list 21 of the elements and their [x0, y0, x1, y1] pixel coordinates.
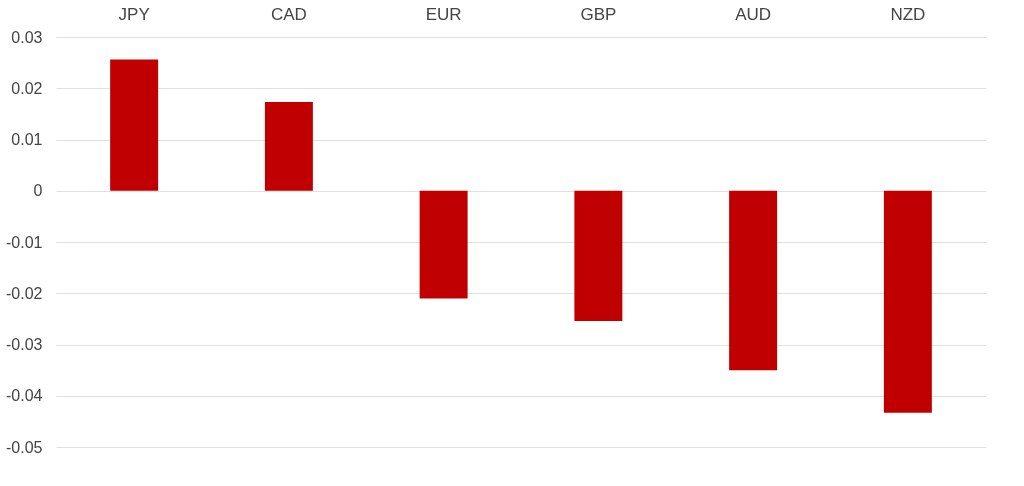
x-tick-label: EUR — [425, 4, 462, 24]
bar — [574, 190, 623, 321]
x-tick-label: AUD — [735, 4, 772, 24]
x-tick-label: JPY — [118, 4, 150, 24]
y-tick-label: -0.05 — [6, 438, 43, 456]
x-tick-label: CAD — [270, 4, 307, 24]
bar — [419, 190, 468, 299]
y-tick-label: 0.02 — [11, 79, 43, 97]
y-tick-label: -0.03 — [6, 336, 43, 353]
y-tick-label: 0 — [33, 182, 43, 200]
x-tick-label: GBP — [580, 4, 617, 24]
bar — [264, 102, 313, 191]
y-tick-label: -0.04 — [6, 387, 43, 405]
bar — [883, 190, 932, 413]
bar — [110, 59, 159, 191]
y-tick-label: -0.02 — [6, 284, 43, 302]
y-tick-label: -0.01 — [6, 233, 43, 251]
x-tick-label: NZD — [890, 4, 926, 24]
bar — [729, 190, 778, 371]
y-tick-label: 0.01 — [11, 131, 43, 148]
y-tick-label: 0.03 — [11, 28, 43, 46]
